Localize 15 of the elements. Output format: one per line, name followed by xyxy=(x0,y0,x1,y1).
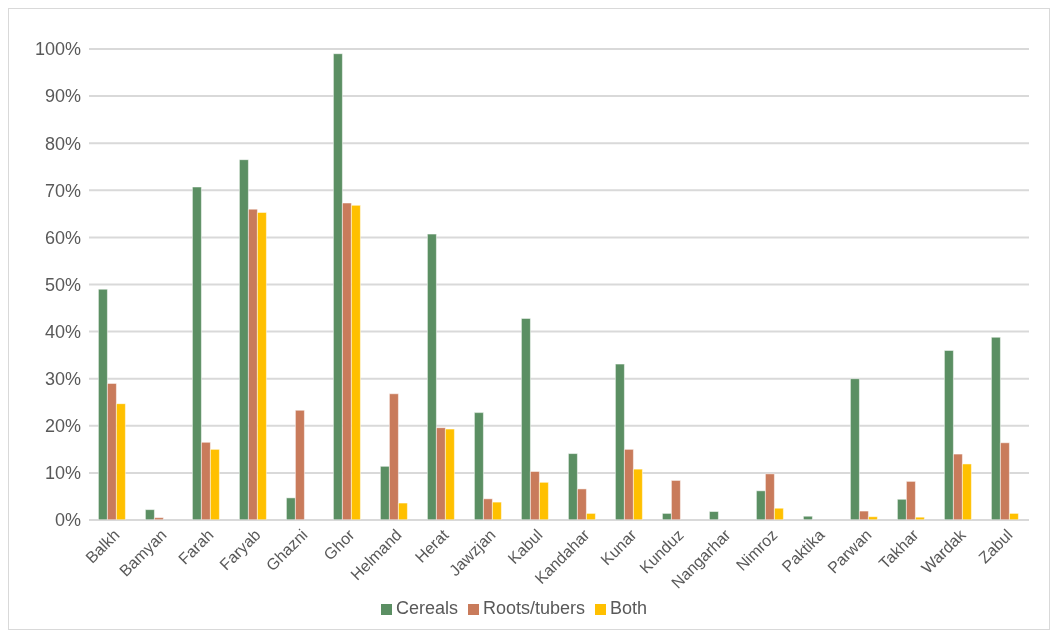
y-tick-label: 0% xyxy=(54,510,81,531)
y-tick-label: 30% xyxy=(44,369,81,390)
y-tick-label: 70% xyxy=(44,180,81,201)
y-tick-label: 100% xyxy=(34,39,81,60)
legend-label: Both xyxy=(610,598,648,618)
legend-label: Roots/tubers xyxy=(482,598,586,618)
y-tick-label: 90% xyxy=(44,86,81,107)
y-tick-label: 20% xyxy=(44,416,81,437)
y-tick-label: 10% xyxy=(44,463,81,484)
y-tick-label: 50% xyxy=(44,274,81,295)
bar xyxy=(709,511,719,520)
y-tick-label: 80% xyxy=(44,133,81,154)
legend-label: Cereals xyxy=(395,598,458,618)
y-tick-label: 60% xyxy=(44,227,81,248)
y-tick-label: 40% xyxy=(44,321,81,342)
